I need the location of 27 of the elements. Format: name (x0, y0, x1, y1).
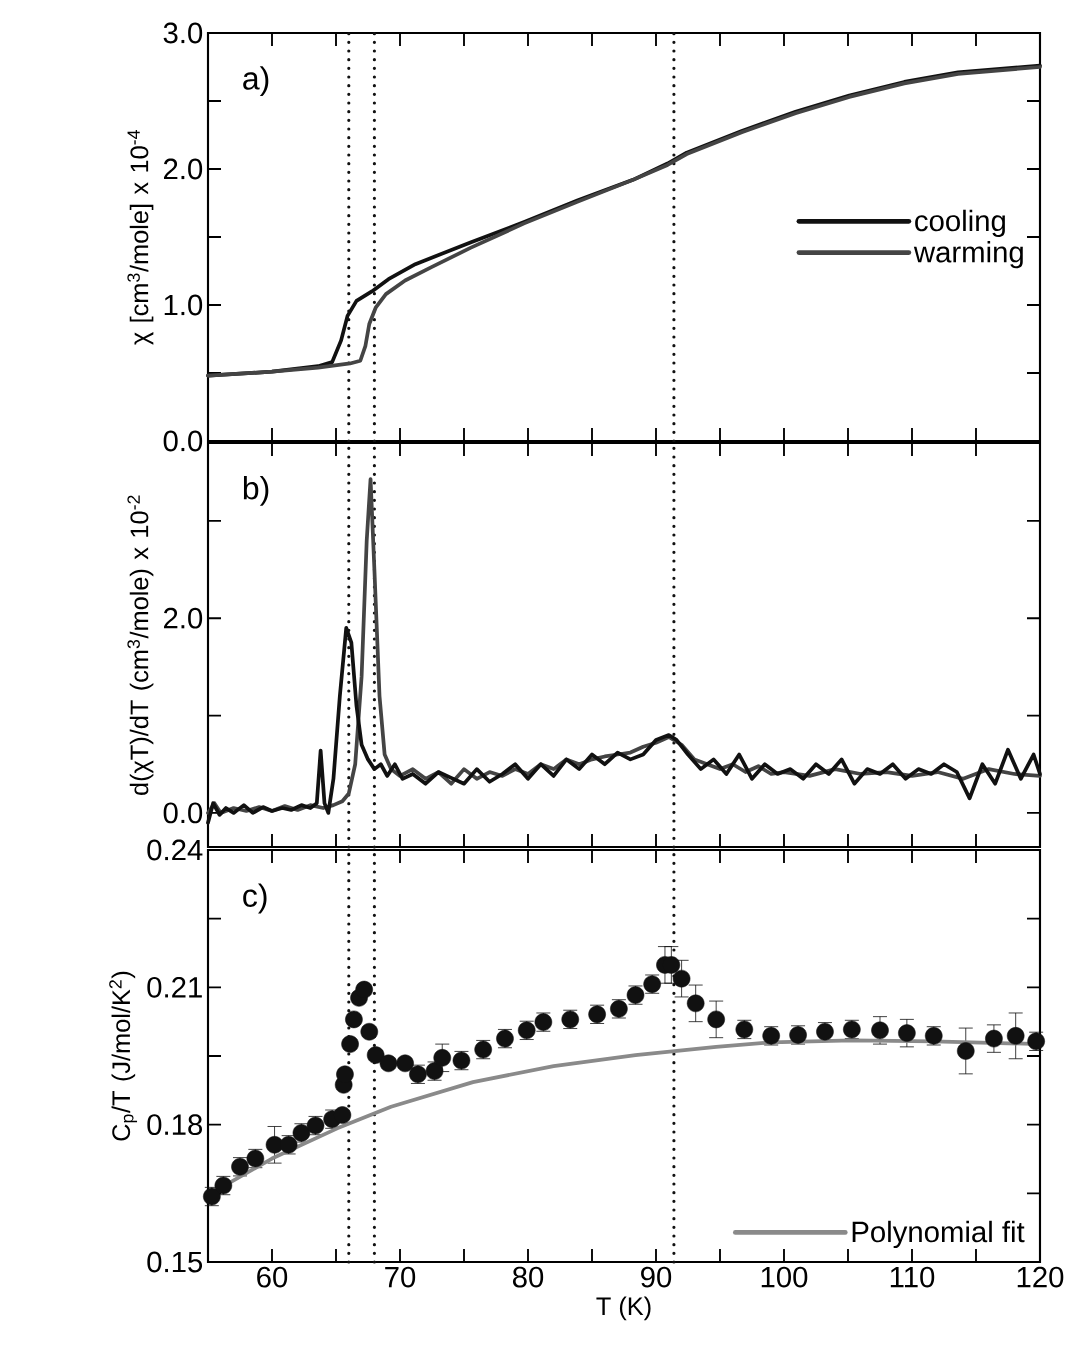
x-tick-label: 80 (512, 1266, 544, 1288)
y-tick-label: 3.0 (163, 22, 203, 44)
annotation: a) (243, 66, 269, 97)
y-tick-label: 0.0 (163, 802, 203, 824)
y-axis-title: χ [cm$^{3}$/mole] x 10$^{-4}$ (127, 130, 154, 345)
y-axis-title: C$_{p}$/T (J/mol/K$^{2}$) (109, 971, 138, 1141)
annotation: c) (243, 883, 267, 914)
x-tick-label: 60 (257, 1266, 288, 1288)
y-tick-label: 1.0 (164, 294, 203, 316)
y-tick-label: 0.15 (147, 1251, 203, 1273)
x-tick-label: 70 (385, 1266, 416, 1288)
y-tick-label: 0.18 (147, 1114, 202, 1136)
y-tick-label: 2.0 (164, 607, 203, 629)
legend-label: Polynomial fit (852, 1220, 1025, 1249)
annotation: b) (243, 475, 269, 506)
legend-label: warming (913, 240, 1023, 269)
y-tick-label: 0.0 (163, 430, 203, 452)
legend-label: cooling (915, 209, 1005, 238)
x-axis-title: T (K) (596, 1296, 651, 1321)
y-tick-label: 0.21 (147, 976, 202, 998)
x-tick-label: 110 (890, 1266, 935, 1288)
x-tick-label: 120 (1017, 1266, 1064, 1288)
y-tick-label: 0.24 (147, 839, 203, 861)
x-tick-label: 90 (641, 1266, 672, 1288)
x-tick-label: 100 (761, 1266, 808, 1288)
y-axis-title: d(χT)/dT (cm$^{3}$/mole) x 10$^{-2}$ (127, 495, 154, 795)
y-tick-label: 2.0 (164, 158, 203, 180)
